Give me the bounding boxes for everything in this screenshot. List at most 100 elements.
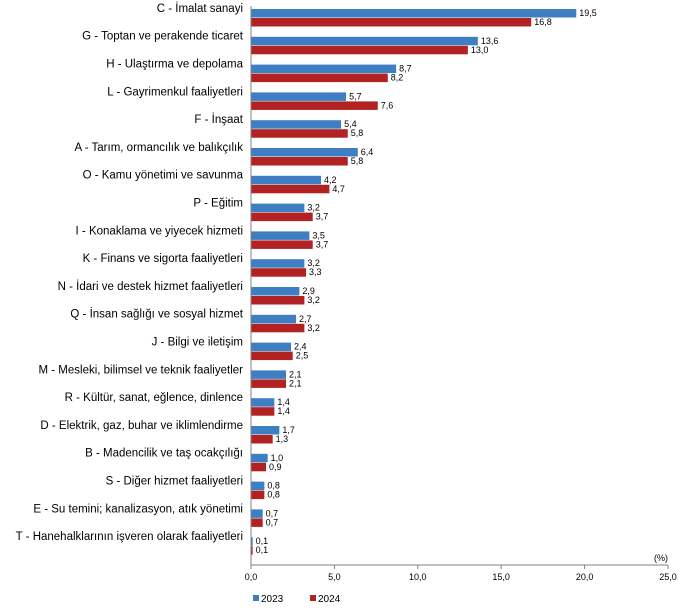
bar-2023 xyxy=(251,120,342,129)
data-label-2024: 2,5 xyxy=(296,351,309,361)
data-label-2024: 2,1 xyxy=(289,378,302,388)
bar-2023 xyxy=(251,537,253,546)
bar-2024 xyxy=(251,18,532,27)
legend: 2023 2024 xyxy=(253,594,341,605)
data-label-2023: 0,8 xyxy=(267,481,280,491)
bar-2024 xyxy=(251,212,313,222)
data-label-2024: 3,3 xyxy=(309,267,322,277)
bar-2023 xyxy=(251,509,263,518)
category-label: F - İnşaat xyxy=(194,113,243,126)
data-label-2023: 6,4 xyxy=(361,147,374,157)
bar-2024 xyxy=(251,101,378,110)
category-label: J - Bilgi ve iletişim xyxy=(152,337,243,349)
data-label-2023: 8,7 xyxy=(399,64,412,74)
bar-2023 xyxy=(251,203,305,213)
bar-2024 xyxy=(251,518,263,527)
bar-2024 xyxy=(251,407,275,416)
category-label: A - Tarım, ormancılık ve balıkçılık xyxy=(74,142,243,154)
bar-2023 xyxy=(251,36,478,46)
bar-2024 xyxy=(251,546,253,555)
data-label-2024: 16,8 xyxy=(534,17,552,27)
bar-2024 xyxy=(251,157,348,166)
data-label-2024: 0,8 xyxy=(267,490,280,500)
data-label-2023: 4,2 xyxy=(324,175,337,185)
data-label-2023: 1,0 xyxy=(271,453,284,463)
bar-2023 xyxy=(251,398,275,407)
data-label-2024: 1,3 xyxy=(276,434,289,444)
bar-2024 xyxy=(251,351,293,361)
bar-2023 xyxy=(251,92,347,101)
x-tick-label: 25,0 xyxy=(659,572,677,582)
category-label: B - Madencilik ve taş ocakçılığı xyxy=(85,448,243,460)
data-label-2023: 3,2 xyxy=(307,203,320,213)
bar-2024 xyxy=(251,73,388,83)
x-tick-label: 5,0 xyxy=(328,572,341,582)
bar-2023 xyxy=(251,259,305,268)
data-label-2023: 1,7 xyxy=(282,425,295,435)
category-label: O - Kamu yönetimi ve savunma xyxy=(83,170,244,182)
bar-2024 xyxy=(251,435,273,444)
bar-2023 xyxy=(251,148,358,157)
category-labels: C - İmalat sanayi G - Toptan ve perakende… xyxy=(16,2,244,543)
x-tick-label: 15,0 xyxy=(492,572,510,582)
data-label-2024: 0,7 xyxy=(266,517,279,527)
category-label: Q - İnsan sağlığı ve sosyal hizmet xyxy=(70,308,243,321)
category-label: P - Eğitim xyxy=(193,198,243,210)
data-label-2023: 5,4 xyxy=(344,119,357,129)
data-label-2024: 1,4 xyxy=(277,406,290,416)
data-label-2024: 7,6 xyxy=(381,100,394,110)
category-label: M - Mesleki, bilimsel ve teknik faaliyet… xyxy=(38,364,243,376)
unit-label: (%) xyxy=(654,553,668,563)
data-label-2023: 0,1 xyxy=(256,536,269,546)
bar-2023 xyxy=(251,314,297,324)
x-tick-label: 10,0 xyxy=(409,572,427,582)
category-label: L - Gayrimenkul faaliyetleri xyxy=(107,86,243,98)
category-label: H - Ulaştırma ve depolama xyxy=(106,59,243,71)
data-label-2024: 5,8 xyxy=(351,128,364,138)
legend-label-2023: 2023 xyxy=(261,594,284,605)
data-label-2024: 3,7 xyxy=(316,212,329,222)
data-label-2023: 2,7 xyxy=(299,314,312,324)
data-label-2024: 8,2 xyxy=(391,73,404,83)
bar-2023 xyxy=(251,481,265,491)
bar-2024 xyxy=(251,240,313,249)
data-label-2024: 3,2 xyxy=(307,295,320,305)
category-label: I - Konaklama ve yiyecek hizmeti xyxy=(76,225,243,237)
bar-2024 xyxy=(251,45,468,55)
bar-2023 xyxy=(251,453,268,463)
data-label-2023: 19,5 xyxy=(579,8,597,18)
data-label-2023: 3,2 xyxy=(307,258,320,268)
data-label-2023: 1,4 xyxy=(277,397,290,407)
bar-2024 xyxy=(251,490,265,500)
bar-2023 xyxy=(251,175,322,185)
bar-2024 xyxy=(251,268,307,277)
legend-swatch-2023 xyxy=(253,595,259,601)
bar-2023 xyxy=(251,370,287,379)
bar-2023 xyxy=(251,287,300,296)
category-label: G - Toptan ve perakende ticaret xyxy=(82,31,244,43)
data-label-2024: 0,9 xyxy=(269,462,282,472)
category-label: E - Su temini; kanalizasyon, atık yöneti… xyxy=(33,503,243,515)
data-label-2023: 2,4 xyxy=(294,342,307,352)
bar-2023 xyxy=(251,231,310,240)
bar-2024 xyxy=(251,184,330,194)
category-label: K - Finans ve sigorta faaliyetleri xyxy=(83,253,243,265)
category-label: S - Diğer hizmet faaliyetleri xyxy=(106,476,243,488)
bar-2024 xyxy=(251,296,305,305)
bar-2023 xyxy=(251,426,280,435)
data-label-2024: 13,0 xyxy=(471,45,489,55)
data-label-2024: 3,7 xyxy=(316,239,329,249)
data-label-2024: 5,8 xyxy=(351,156,364,166)
bar-2023 xyxy=(251,9,577,18)
bar-2024 xyxy=(251,323,305,333)
bar-2024 xyxy=(251,379,287,388)
legend-label-2024: 2024 xyxy=(318,594,341,605)
x-axis: 0,0 5,0 10,0 15,0 20,0 25,0 xyxy=(245,6,677,582)
bar-2023 xyxy=(251,342,292,352)
data-label-2023: 5,7 xyxy=(349,91,362,101)
bar-2024 xyxy=(251,462,267,472)
legend-swatch-2024 xyxy=(310,595,316,601)
category-label: D - Elektrik, gaz, buhar ve iklimlendirm… xyxy=(40,420,243,432)
data-label-2024: 0,1 xyxy=(256,545,269,555)
